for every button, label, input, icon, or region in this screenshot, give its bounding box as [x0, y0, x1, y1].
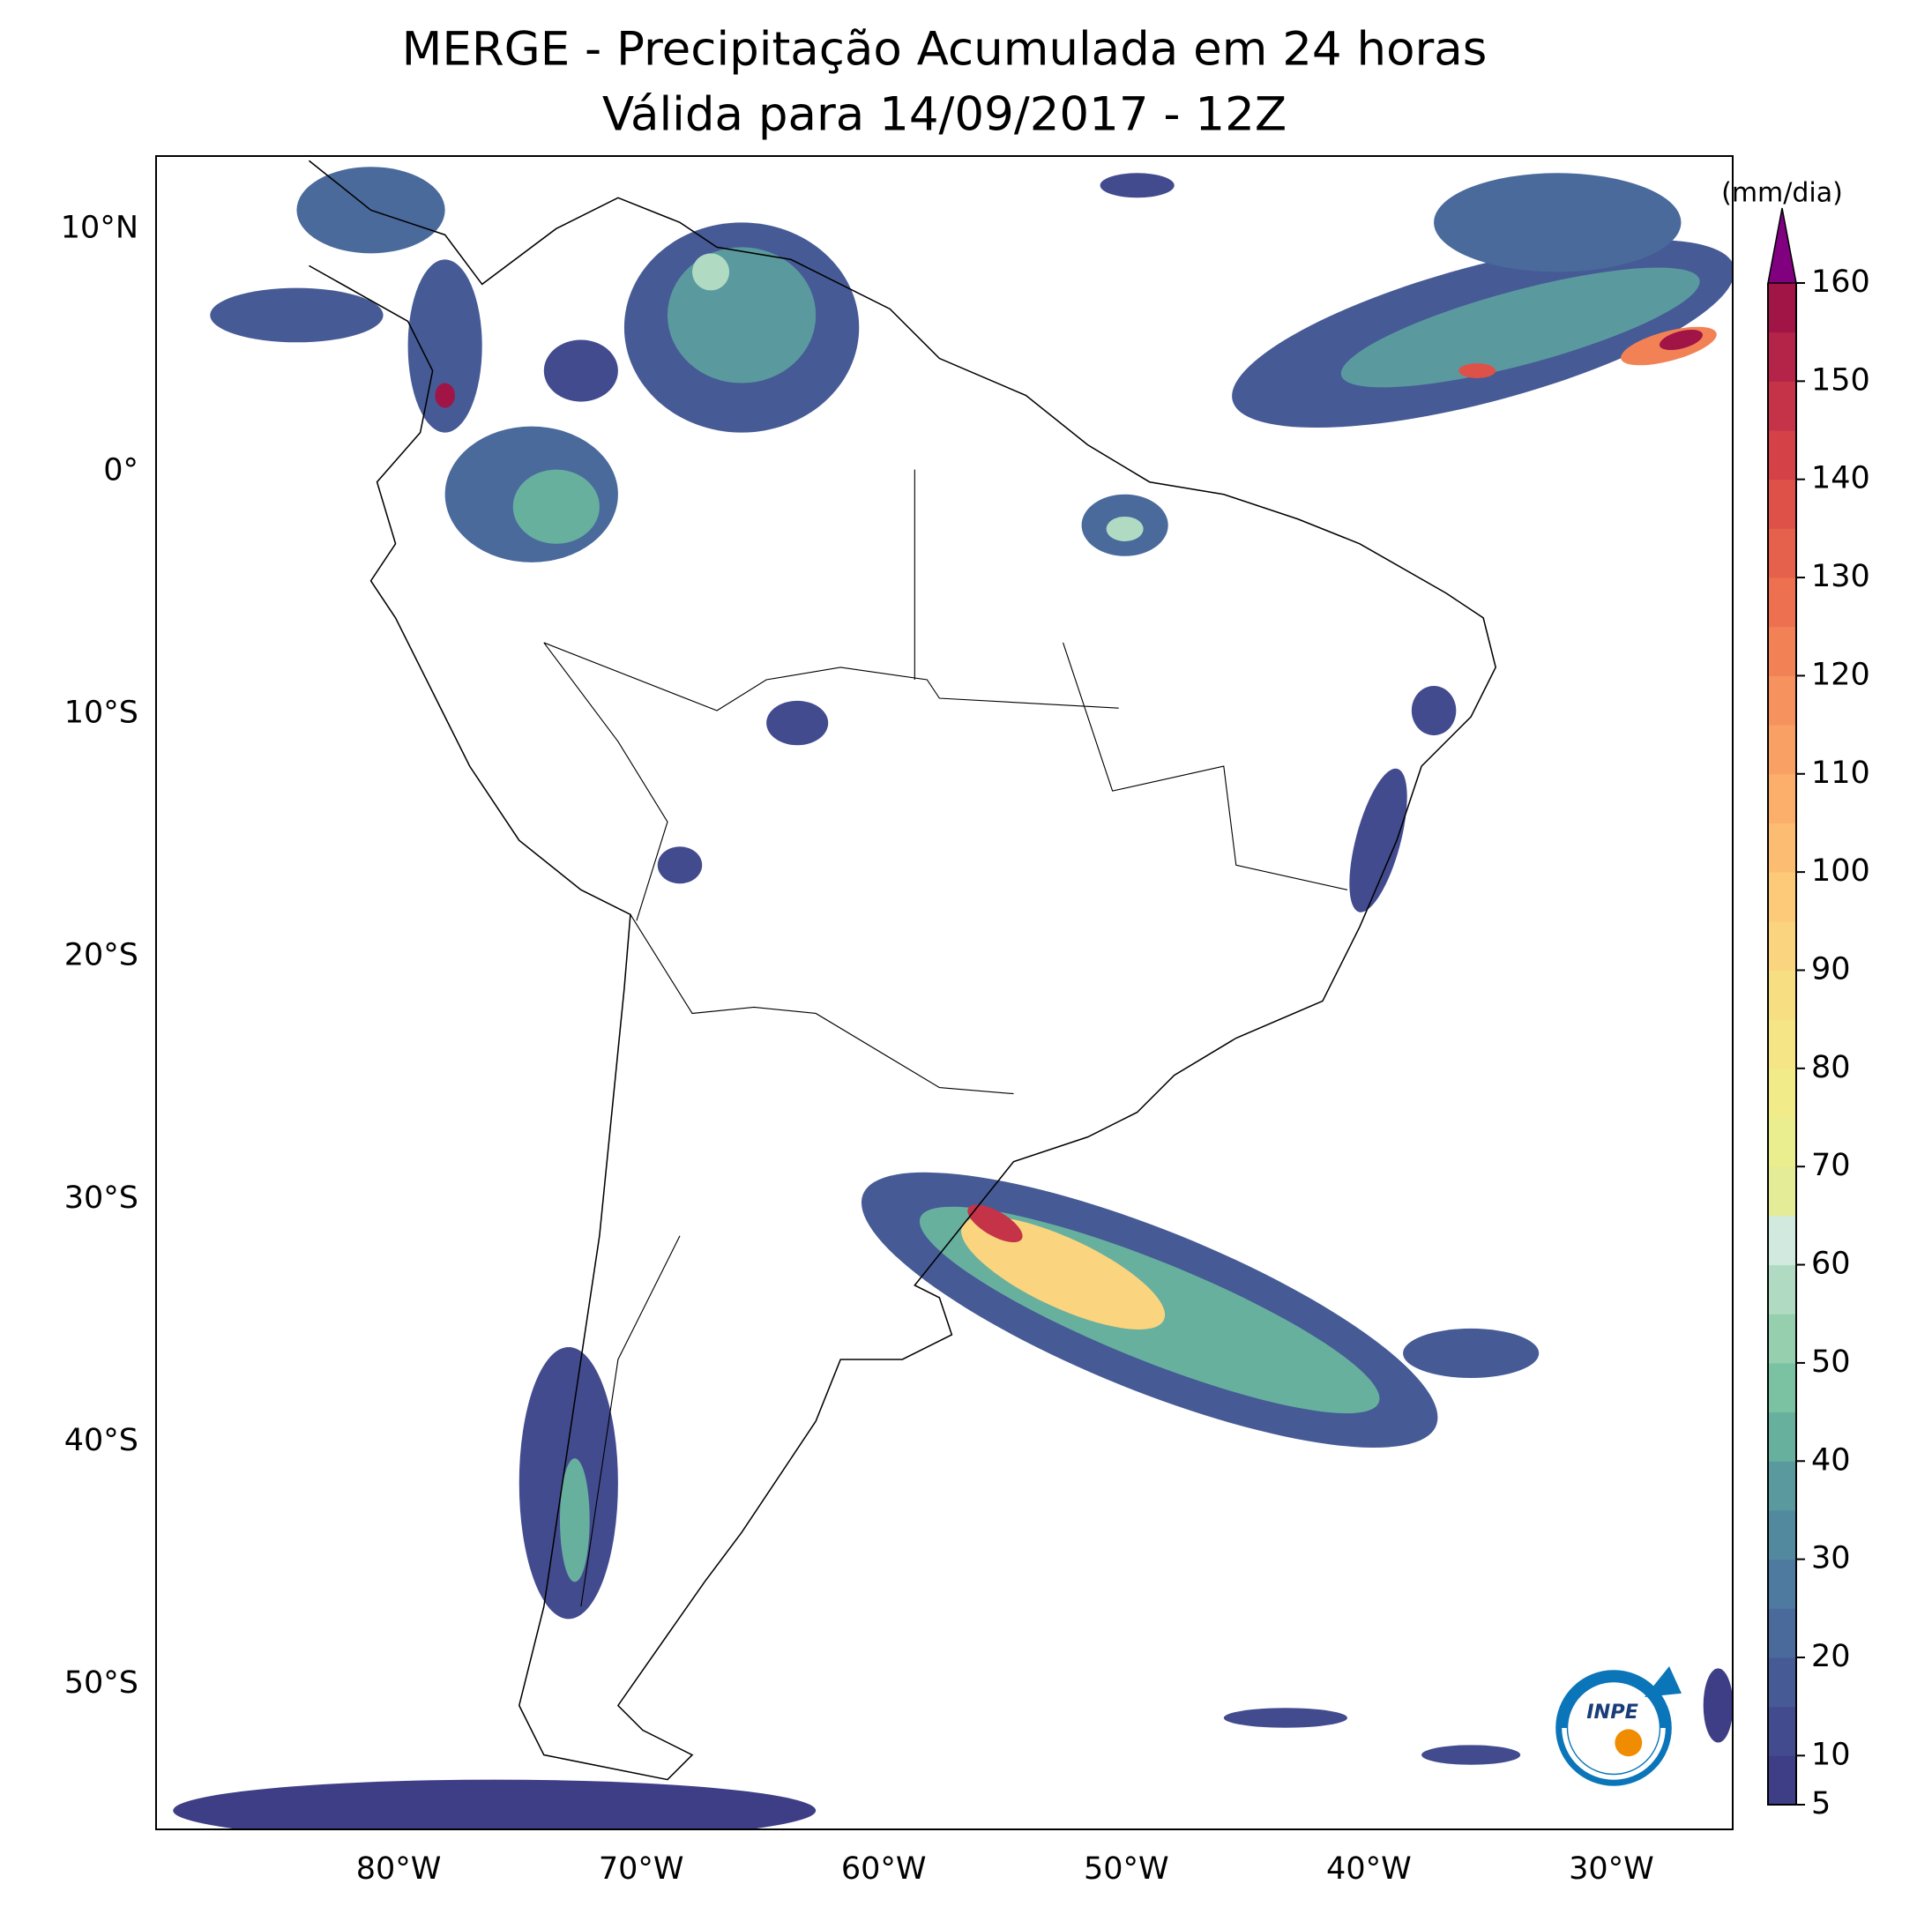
colorbar-band [1768, 381, 1796, 431]
y-tick-label: 10°N [61, 211, 138, 246]
colorbar-band [1768, 626, 1796, 676]
y-tick-label: 30°S [64, 1180, 138, 1216]
colorbar-band [1768, 1362, 1796, 1413]
colorbar-tick-label: 140 [1811, 461, 1870, 496]
coastline [308, 160, 1496, 1781]
colorbar-band [1768, 1314, 1796, 1364]
colorbar-frame [1767, 283, 1797, 1806]
colorbar-band [1768, 1657, 1796, 1708]
colorbar-band [1768, 1706, 1796, 1756]
colorbar-extend [1767, 207, 1797, 284]
country-border [543, 469, 1348, 1607]
colorbar-tick-label: 100 [1811, 853, 1870, 889]
map-area: INPE [173, 160, 1733, 1829]
colorbar-band [1768, 823, 1796, 873]
colorbar-band [1768, 1117, 1796, 1167]
x-tick-label: 80°W [356, 1851, 442, 1887]
y-tick-label: 0° [103, 453, 138, 488]
colorbar-band [1768, 1509, 1796, 1560]
colorbar-tick-label: 120 [1811, 657, 1870, 692]
colorbar-tick-label: 150 [1811, 362, 1870, 398]
precipitation-field [173, 167, 1733, 1829]
colorbar-band [1768, 1755, 1796, 1806]
colorbar-band [1768, 1411, 1796, 1462]
map-frame [155, 155, 1734, 1830]
colorbar-tick-label: 5 [1811, 1786, 1831, 1821]
colorbar-band [1768, 1559, 1796, 1609]
colorbar-tick-label: 60 [1811, 1247, 1851, 1282]
colorbar-band [1768, 1608, 1796, 1658]
colorbar-tick-label: 70 [1811, 1148, 1851, 1183]
colorbar-band [1768, 1068, 1796, 1119]
x-tick-label: 70°W [599, 1851, 684, 1887]
colorbar-tick-label: 130 [1811, 559, 1870, 594]
y-tick-label: 10°S [64, 696, 138, 731]
colorbar-band [1768, 430, 1796, 480]
logo-text: INPE [1586, 1701, 1638, 1724]
colorbar-band [1768, 479, 1796, 529]
colorbar-band [1768, 1215, 1796, 1266]
colorbar-band [1768, 1264, 1796, 1314]
colorbar-tick-label: 90 [1811, 951, 1851, 987]
x-tick-label: 60°W [841, 1851, 927, 1887]
x-tick-label: 30°W [1569, 1851, 1654, 1887]
colorbar-band [1768, 725, 1796, 775]
colorbar-band [1768, 675, 1796, 726]
map-layers [173, 160, 1733, 1829]
y-tick-label: 20°S [64, 938, 138, 973]
colorbar-tick-label: 50 [1811, 1344, 1851, 1380]
colorbar-band [1768, 283, 1796, 333]
colorbar-band [1768, 1166, 1796, 1217]
colorbar-tick-label: 10 [1811, 1737, 1851, 1772]
x-tick-label: 50°W [1084, 1851, 1169, 1887]
colorbar-band [1768, 1019, 1796, 1069]
colorbar-band [1768, 1461, 1796, 1511]
colorbar-tick-label: 80 [1811, 1050, 1851, 1085]
colorbar-tick-label: 20 [1811, 1639, 1851, 1674]
colorbar-band [1768, 577, 1796, 628]
colorbar-band [1768, 872, 1796, 922]
colorbar-band [1768, 528, 1796, 578]
chart-title: MERGE - Precipitação Acumulada em 24 hor… [402, 23, 1488, 77]
y-tick-label: 40°S [64, 1423, 138, 1458]
colorbar-band [1768, 773, 1796, 823]
colorbar-tick-label: 160 [1811, 264, 1870, 300]
colorbar-label: (mm/dia) [1721, 178, 1843, 209]
logo: INPE [1555, 1666, 1682, 1786]
y-tick-label: 50°S [64, 1665, 138, 1701]
colorbar-band [1768, 920, 1796, 971]
chart-subtitle: Válida para 14/09/2017 - 12Z [602, 88, 1287, 142]
colorbar-band [1768, 331, 1796, 382]
colorbar-tick-label: 40 [1811, 1442, 1851, 1478]
colorbar-tick-label: 30 [1811, 1541, 1851, 1576]
colorbar-band [1768, 970, 1796, 1020]
colorbar-tick-label: 110 [1811, 756, 1870, 791]
x-tick-label: 40°W [1326, 1851, 1412, 1887]
